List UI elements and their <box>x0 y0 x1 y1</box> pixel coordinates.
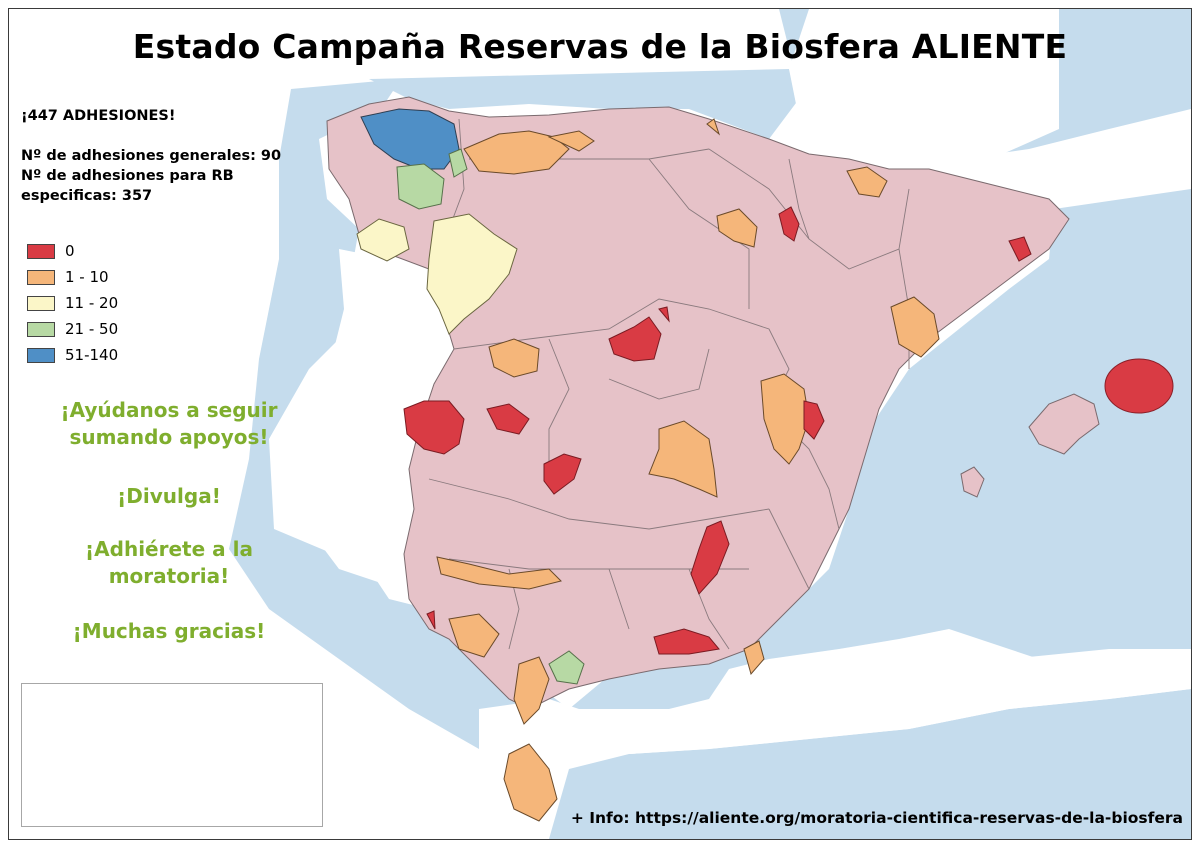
reserves-yellow <box>356 213 518 335</box>
reserves-red <box>403 206 1032 655</box>
legend-label: 1 - 10 <box>65 268 109 286</box>
stats-block: ¡447 ADHESIONES! Nº de adhesiones genera… <box>21 106 281 206</box>
legend-item: 11 - 20 <box>27 290 118 316</box>
reserve-menorca <box>1104 358 1174 414</box>
legend-swatch <box>27 321 55 337</box>
map-frame: Estado Campaña Reservas de la Biosfera A… <box>8 8 1192 840</box>
sea-biscay <box>369 69 799 139</box>
cta-help-line2: sumando apoyos! <box>69 425 269 449</box>
sea-mediterranean <box>569 189 1191 709</box>
reserves-orange <box>436 118 940 822</box>
cta-thanks: ¡Muchas gracias! <box>72 619 266 643</box>
land-portugal <box>299 249 454 589</box>
canary-inset-box <box>21 683 323 827</box>
land-africa <box>479 649 1191 839</box>
cta-join: ¡Adhiérete a la moratoria! <box>9 536 329 590</box>
sea-alboran-south <box>569 689 1191 839</box>
specific-adhesions-line2: especificas: 357 <box>21 188 153 204</box>
legend-swatch <box>27 295 55 311</box>
sea-atlantic-west <box>229 79 649 839</box>
total-adhesions: ¡447 ADHESIONES! <box>21 108 176 124</box>
reserves-green <box>396 148 585 685</box>
cta-share: ¡Divulga! <box>117 484 221 508</box>
general-adhesions: Nº de adhesiones generales: 90 <box>21 148 282 164</box>
map-title: Estado Campaña Reservas de la Biosfera A… <box>132 27 1068 66</box>
map-legend: 0 1 - 10 11 - 20 21 - 50 51-140 <box>27 238 118 368</box>
legend-swatch <box>27 243 55 259</box>
island-ibiza <box>960 466 985 498</box>
legend-item: 1 - 10 <box>27 264 118 290</box>
specific-adhesions-line1: Nº de adhesiones para RB <box>21 168 234 184</box>
cta-join-line1: ¡Adhiérete a la <box>85 537 253 561</box>
legend-label: 51-140 <box>65 346 119 364</box>
legend-label: 11 - 20 <box>65 294 119 312</box>
legend-label: 0 <box>65 242 75 260</box>
spain-map <box>34 9 1191 839</box>
legend-label: 21 - 50 <box>65 320 119 338</box>
cta-help: ¡Ayúdanos a seguir sumando apoyos! <box>9 397 329 451</box>
legend-item: 21 - 50 <box>27 316 118 342</box>
cta-join-line2: moratoria! <box>108 564 230 588</box>
cta-help-line1: ¡Ayúdanos a seguir <box>60 398 278 422</box>
legend-item: 51-140 <box>27 342 118 368</box>
legend-swatch <box>27 269 55 285</box>
info-link[interactable]: + Info: https://aliente.org/moratoria-ci… <box>570 809 1183 827</box>
legend-swatch <box>27 347 55 363</box>
island-mallorca <box>1028 393 1100 455</box>
land-france <box>789 9 1059 179</box>
legend-item: 0 <box>27 238 118 264</box>
